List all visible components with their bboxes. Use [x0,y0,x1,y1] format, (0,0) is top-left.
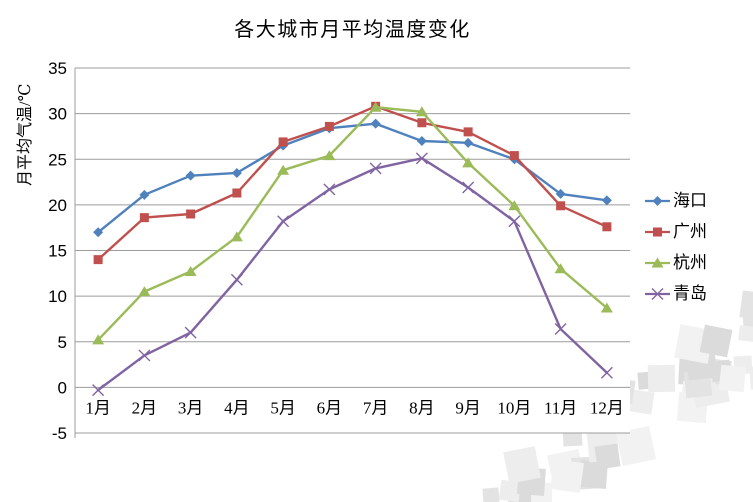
svg-text:2月: 2月 [132,398,158,417]
svg-text:9月: 9月 [455,398,481,417]
legend-item-haikou: 海口 [644,190,707,211]
svg-text:25: 25 [48,150,67,169]
svg-text:3月: 3月 [178,398,204,417]
svg-text:10月: 10月 [497,398,531,417]
svg-text:8月: 8月 [409,398,435,417]
svg-text:1月: 1月 [85,398,111,417]
svg-text:10: 10 [48,287,67,306]
legend-marker-qingdao-icon [645,287,670,300]
svg-text:5月: 5月 [270,398,296,417]
legend-marker-guangzhou-icon [645,227,670,236]
svg-text:4月: 4月 [224,398,250,417]
svg-text:35: 35 [48,59,67,78]
svg-text:-5: -5 [52,424,67,443]
svg-text:20: 20 [48,196,67,215]
legend-item-qingdao: 青岛 [644,283,707,304]
legend-label-haikou: 海口 [673,191,707,210]
legend: 海口 广州 杭州 青岛 [644,190,707,304]
svg-text:15: 15 [48,242,67,261]
legend-label-qingdao: 青岛 [673,284,707,303]
svg-text:30: 30 [48,105,67,124]
legend-marker-hangzhou-icon [645,257,670,267]
legend-label-hangzhou: 杭州 [673,253,707,272]
svg-text:7月: 7月 [363,398,389,417]
legend-label-guangzhou: 广州 [673,222,707,241]
legend-marker-haikou-icon [645,195,670,206]
svg-text:6月: 6月 [317,398,343,417]
y-axis-title: 月平均气温/℃ [17,83,34,186]
svg-text:12月: 12月 [590,398,624,417]
svg-text:5: 5 [58,333,67,352]
svg-text:11月: 11月 [544,398,577,417]
legend-item-guangzhou: 广州 [644,221,707,242]
svg-text:0: 0 [58,378,67,397]
legend-item-hangzhou: 杭州 [644,252,707,273]
chart-title: 各大城市月平均温度变化 [234,19,471,41]
